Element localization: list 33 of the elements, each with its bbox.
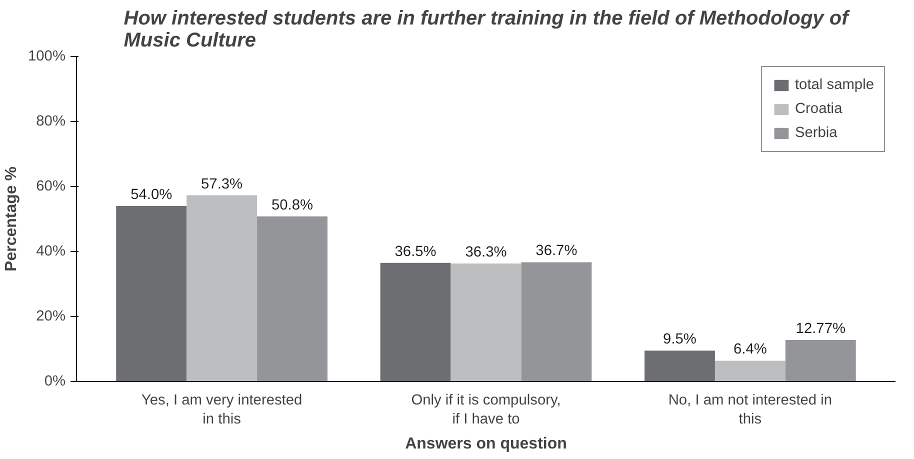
data-label: 54.0% <box>130 187 172 203</box>
chart-title: How interested students are in further training in the field of Methodology of Music Culture <box>124 8 851 52</box>
x-tick-label: Only if it is compulsory, if I have to <box>411 392 561 428</box>
y-tick-label: 0% <box>44 374 66 390</box>
x-axis-title: Answers on question <box>405 436 567 453</box>
bar <box>521 262 592 382</box>
y-tick-label: 100% <box>28 48 66 64</box>
bar <box>257 216 328 382</box>
y-tick-label: 80% <box>36 114 66 130</box>
data-label: 12.77% <box>796 320 846 337</box>
legend-label: total sample <box>794 77 874 93</box>
bar <box>450 264 522 382</box>
legend-label: Croatia <box>794 101 842 117</box>
data-label: 50.8% <box>271 197 314 214</box>
data-label: 9.5% <box>663 332 696 348</box>
data-label: 36.5% <box>394 244 436 260</box>
x-tick-label: Yes, I am very interested in this <box>141 392 302 428</box>
legend-label: Serbia <box>794 125 838 141</box>
data-label: 36.7% <box>536 243 578 260</box>
data-label: 6.4% <box>733 342 767 358</box>
bar <box>785 340 856 382</box>
bar <box>116 206 187 382</box>
x-tick-label: No, I am not interested in this <box>668 392 832 428</box>
y-tick-label: 20% <box>36 308 66 324</box>
data-label: 57.3% <box>201 176 243 192</box>
bar <box>714 360 786 382</box>
bar <box>644 350 715 382</box>
y-axis-title: Percentage % <box>3 166 20 272</box>
y-tick-label: 60% <box>36 178 66 194</box>
data-label: 36.3% <box>465 244 507 261</box>
bar <box>380 262 451 382</box>
bar <box>186 195 258 382</box>
y-tick-label: 40% <box>36 244 66 260</box>
